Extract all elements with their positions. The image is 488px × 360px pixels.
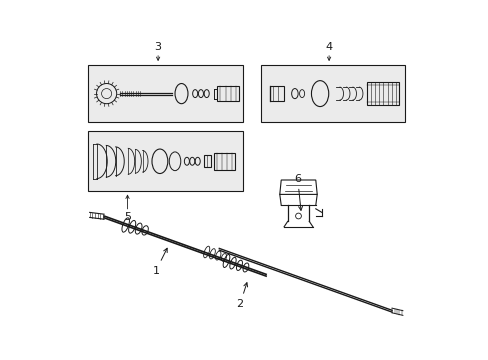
Bar — [366, 82, 399, 105]
Text: 1: 1 — [152, 266, 160, 276]
Text: 6: 6 — [294, 174, 301, 184]
Bar — [204, 155, 211, 167]
Text: 3: 3 — [154, 42, 161, 52]
Bar — [260, 65, 404, 122]
Bar — [213, 153, 235, 170]
Bar — [88, 131, 242, 191]
Bar — [88, 65, 242, 122]
Text: 5: 5 — [124, 212, 131, 222]
Text: 4: 4 — [325, 42, 332, 52]
Bar — [269, 86, 284, 101]
Bar — [217, 86, 239, 101]
Text: 2: 2 — [236, 299, 243, 309]
